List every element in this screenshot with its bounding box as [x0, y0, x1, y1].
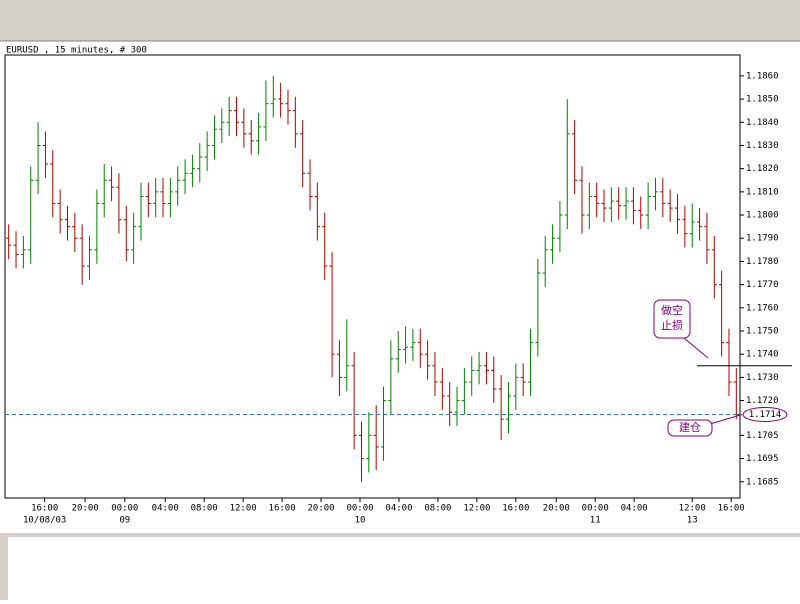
toolbar-area — [0, 0, 800, 41]
y-tick-label: 1.1790 — [746, 234, 779, 244]
y-tick-label: 1.1685 — [746, 477, 779, 487]
plot-frame — [4, 54, 741, 499]
y-tick-label: 1.1820 — [746, 164, 779, 174]
x-date-label: 10/08/03 — [23, 516, 66, 526]
y-tick-label: 1.1750 — [746, 327, 779, 337]
callout-box — [653, 299, 691, 339]
y-tick-label: 1.1770 — [746, 280, 779, 290]
y-tick-label: 1.1730 — [746, 373, 779, 383]
x-tick-label: 20:00 — [72, 504, 99, 514]
x-tick-label: 16:00 — [718, 504, 745, 514]
y-tick-label: 1.1780 — [746, 257, 779, 267]
x-date-label: 09 — [119, 516, 130, 526]
side-strip — [0, 537, 8, 600]
x-tick-label: 16:00 — [31, 504, 58, 514]
y-tick-label: 1.1810 — [746, 187, 779, 197]
price-tag — [742, 407, 788, 423]
x-date-label: 13 — [687, 516, 698, 526]
x-tick-label: 12:00 — [679, 504, 706, 514]
y-tick-label: 1.1830 — [746, 141, 779, 151]
annotation: 止损 — [661, 318, 683, 332]
callout-pointer — [709, 414, 743, 425]
x-tick-label: 04:00 — [152, 504, 179, 514]
annotation: 建仓 — [679, 420, 701, 434]
x-tick-label: 12:00 — [230, 504, 257, 514]
x-tick-label: 12:00 — [463, 504, 490, 514]
y-tick-label: 1.1840 — [746, 118, 779, 128]
chart-title: EURUSD , 15 minutes, # 300 — [6, 46, 147, 56]
x-tick-label: 08:00 — [424, 504, 451, 514]
last-price-label: 1.1714 — [749, 410, 782, 420]
y-tick-label: 1.1695 — [746, 454, 779, 464]
x-tick-label: 16:00 — [502, 504, 529, 514]
callout-box — [667, 419, 713, 437]
x-tick-label: 04:00 — [385, 504, 412, 514]
y-tick-label: 1.1860 — [746, 71, 779, 81]
x-tick-label: 20:00 — [308, 504, 335, 514]
scrollbar — [0, 533, 800, 537]
x-tick-label: 00:00 — [582, 504, 609, 514]
y-tick-label: 1.1740 — [746, 350, 779, 360]
x-tick-label: 04:00 — [621, 504, 648, 514]
y-tick-label: 1.1720 — [746, 396, 779, 406]
y-tick-label: 1.1850 — [746, 95, 779, 105]
x-tick-label: 00:00 — [346, 504, 373, 514]
annotation: 做空 — [661, 303, 683, 317]
x-tick-label: 20:00 — [543, 504, 570, 514]
y-tick-label: 1.1800 — [746, 211, 779, 221]
x-tick-label: 16:00 — [269, 504, 296, 514]
y-tick-label: 1.1760 — [746, 303, 779, 313]
x-tick-label: 00:00 — [111, 504, 138, 514]
x-date-label: 11 — [590, 516, 601, 526]
callout-pointer — [683, 337, 709, 359]
x-date-label: 10 — [355, 516, 366, 526]
y-tick-label: 1.1705 — [746, 431, 779, 441]
x-tick-label: 08:00 — [191, 504, 218, 514]
